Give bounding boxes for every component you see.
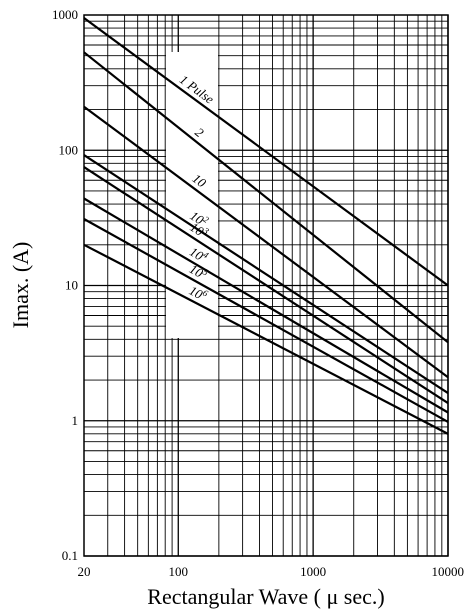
x-tick-label: 20 <box>78 564 91 579</box>
series-line <box>83 243 449 435</box>
y-tick-label: 1 <box>72 413 79 428</box>
y-tick-label: 1000 <box>52 7 78 22</box>
series-lines <box>83 17 449 435</box>
series-line <box>83 51 449 344</box>
y-axis-title: Imax. (A) <box>8 242 33 329</box>
series-label: 102 <box>187 207 211 230</box>
y-tick-label: 10 <box>65 278 78 293</box>
series-line <box>83 197 449 414</box>
y-tick-label: 0.1 <box>62 548 78 563</box>
series-line <box>83 17 449 287</box>
y-tick-label: 100 <box>59 142 79 157</box>
x-tick-label: 100 <box>169 564 189 579</box>
x-axis-title: Rectangular Wave ( μ sec.) <box>147 584 384 609</box>
grid <box>83 15 449 557</box>
x-tick-label: 1000 <box>300 564 326 579</box>
series-line <box>83 218 449 423</box>
series-label-panel <box>166 52 218 338</box>
plot-frame <box>83 14 449 557</box>
series-line <box>83 166 449 405</box>
series-line <box>83 154 449 395</box>
series-line <box>83 105 449 379</box>
x-tick-label: 10000 <box>432 564 465 579</box>
tick-labels: 20 100 1000 10000 0.1 1 10 100 1000 <box>52 7 464 579</box>
